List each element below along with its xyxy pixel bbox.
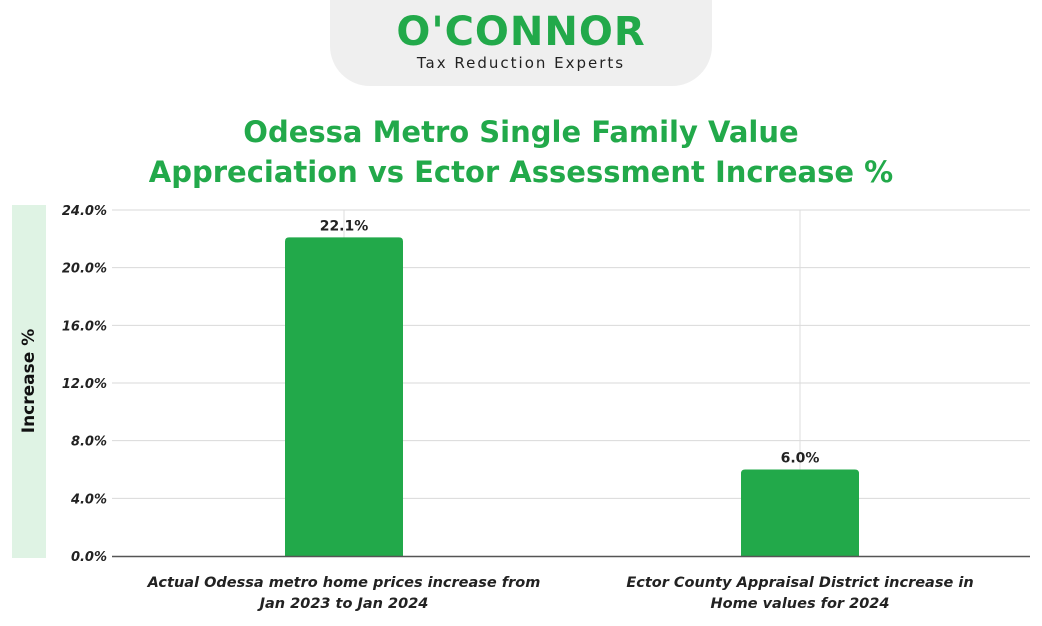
chart-title-line-2: Appreciation vs Ector Assessment Increas…: [148, 155, 894, 189]
gridlines: [112, 209, 1030, 556]
x-tick-label-odessa-metro: Actual Odessa metro home prices increase…: [144, 573, 544, 615]
y-tick-label: 20.0%: [62, 262, 107, 277]
x-tick-label-line: Ector County Appraisal District increase…: [626, 575, 974, 591]
chart-title: Odessa Metro Single Family Value Appreci…: [0, 112, 1042, 192]
data-label: 22.1%: [320, 218, 369, 234]
y-tick-label: 24.0%: [62, 204, 107, 219]
x-tick-label-line: Actual Odessa metro home prices increase…: [147, 575, 541, 591]
axes: 0.0% 4.0% 8.0% 12.0% 16.0% 20.0% 24.0%: [62, 204, 1030, 565]
bar: [285, 237, 403, 556]
y-tick-label: 16.0%: [62, 319, 107, 334]
y-tick-label: 0.0%: [71, 550, 107, 565]
brand-logo: O'CONNOR: [396, 9, 646, 55]
bars: 22.1% 6.0%: [285, 218, 859, 556]
data-label: 6.0%: [781, 451, 820, 467]
logo-banner: O'CONNOR Tax Reduction Experts: [330, 0, 712, 86]
y-tick-label: 4.0%: [70, 492, 107, 507]
chart-title-line-1: Odessa Metro Single Family Value: [243, 115, 799, 149]
bar: [741, 469, 859, 556]
y-tick-label: 12.0%: [62, 377, 107, 392]
y-tick-label: 8.0%: [71, 435, 107, 450]
brand-tagline: Tax Reduction Experts: [416, 54, 626, 72]
x-tick-label-ector-county: Ector County Appraisal District increase…: [600, 573, 1000, 615]
x-tick-label-line: Jan 2023 to Jan 2024: [259, 596, 429, 612]
y-axis-label-band: [12, 205, 46, 558]
x-tick-label-line: Home values for 2024: [710, 596, 890, 612]
